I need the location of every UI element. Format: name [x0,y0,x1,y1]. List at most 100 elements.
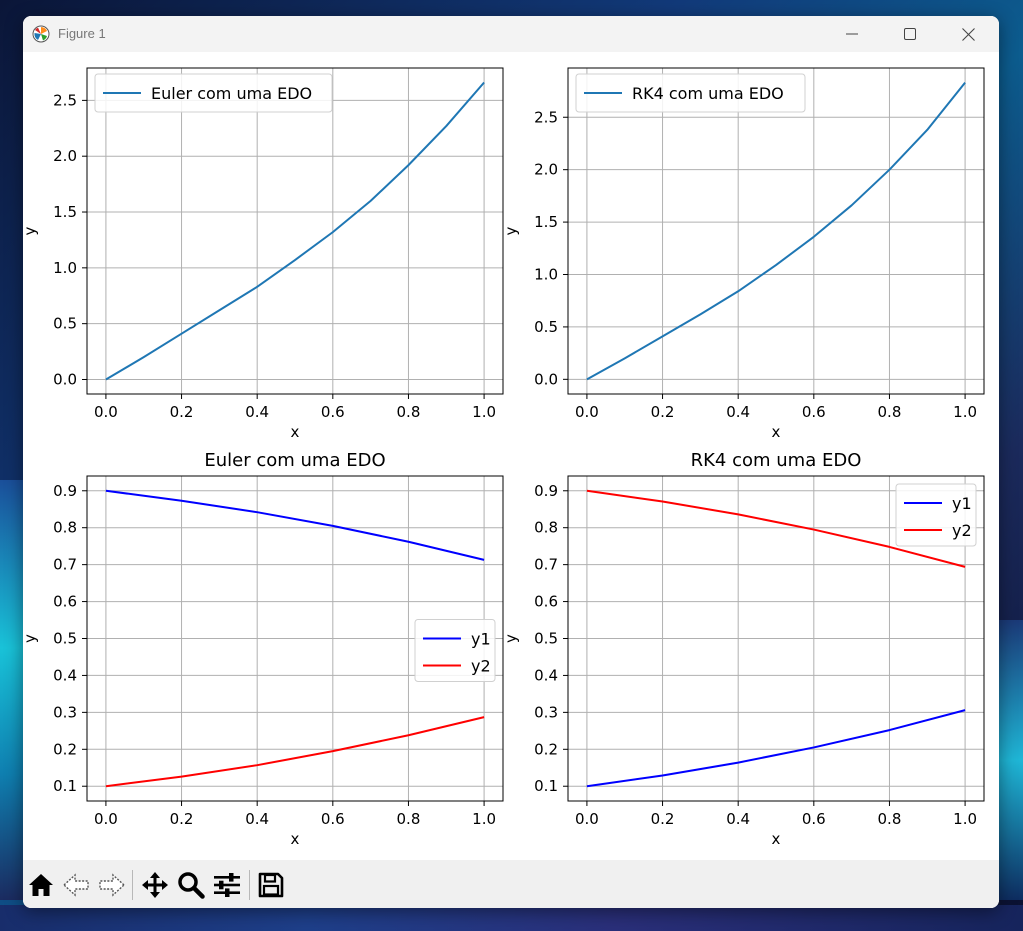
legend-entry: y1 [471,630,491,649]
legend: Euler com uma EDO [94,73,333,113]
y-tick-label: 1.5 [53,203,77,221]
series-line-1 [105,81,485,381]
zoom-icon [178,872,205,899]
title-bar[interactable]: Figure 1 [23,16,999,52]
y-tick-label: 0.5 [534,630,558,648]
legend-entry: y2 [952,521,972,540]
forward-button[interactable] [97,870,127,900]
maximize-button[interactable] [881,16,939,52]
x-tick-label: 0.6 [802,810,826,828]
x-tick-label: 0.0 [575,403,599,421]
series-line-1 [105,489,485,561]
x-tick-label: 0.2 [170,810,194,828]
chart-title: Euler com uma EDO [204,450,385,471]
forward-icon [99,873,126,897]
y-tick-label: 0.7 [53,556,77,574]
matplotlib-logo-icon [32,25,50,43]
legend-entry: Euler com uma EDO [151,84,312,103]
axes-frame [86,67,504,395]
zoom-button[interactable] [176,870,206,900]
navigation-toolbar [23,860,999,908]
minimize-icon [846,33,858,35]
figure-window: Figure 1 0.0 0.2 0.4 0.6 0.8 1.0 0.0 0.5 1.0 1.5 2… [23,16,999,908]
series-line-1 [586,82,966,381]
x-tick-label: 0.0 [94,403,118,421]
x-tick-label: 0.6 [321,810,345,828]
chart-title: RK4 com uma EDO [691,450,862,471]
toolbar-separator [132,870,133,900]
x-tick-label: 0.0 [575,810,599,828]
y-tick-label: 0.5 [53,630,77,648]
subplot-1[interactable]: 0.0 0.2 0.4 0.6 0.8 1.0 0.0 0.5 1.0 1.5 2.0 2.5 x y Eu… [23,67,504,441]
y-tick-label: 0.0 [53,370,77,388]
x-tick-label: 0.2 [170,403,194,421]
close-icon [961,27,975,41]
y-axis-label: y [23,634,39,643]
x-tick-label: 0.8 [397,403,421,421]
y-tick-label: 0.9 [53,482,77,500]
series-line-1 [586,709,966,788]
legend-box [94,73,333,113]
series-line-2 [586,489,966,568]
y-tick-label: 0.2 [534,740,558,758]
x-tick-label: 0.4 [245,810,269,828]
y-axis-label: y [502,634,520,643]
x-tick-label: 1.0 [953,403,977,421]
toolbar-separator [249,870,250,900]
x-axis-label: x [772,423,781,441]
axes-frame [567,67,985,395]
y-tick-label: 0.3 [534,703,558,721]
y-tick-label: 0.4 [534,666,558,684]
y-tick-label: 2.5 [534,108,558,126]
legend-box [575,73,806,113]
x-axis-label: x [772,830,781,848]
legend-entry: y2 [471,657,491,676]
back-icon [62,873,89,897]
desktop-wallpaper-bottom [0,905,1023,931]
subplot-3[interactable]: 0.0 0.2 0.4 0.6 0.8 1.0 0.1 0.2 0.3 0.4 0.5 0.6 0.7 0… [23,450,504,848]
subplot-2[interactable]: 0.0 0.2 0.4 0.6 0.8 1.0 0.0 0.5 1.0 1.5 2.0 2.5 x y RK… [502,67,985,441]
close-button[interactable] [939,16,997,52]
x-tick-label: 1.0 [472,403,496,421]
legend-entry: RK4 com uma EDO [632,84,784,103]
y-tick-label: 0.6 [534,593,558,611]
y-tick-label: 0.7 [534,556,558,574]
minimize-button[interactable] [823,16,881,52]
home-icon [29,874,53,896]
y-tick-label: 0.9 [534,482,558,500]
y-tick-label: 1.0 [534,266,558,284]
y-tick-label: 0.5 [534,318,558,336]
configure-subplots-icon [214,873,240,897]
y-tick-label: 1.5 [534,213,558,231]
subplot-4[interactable]: 0.0 0.2 0.4 0.6 0.8 1.0 0.1 0.2 0.3 0.4 0.5 0.6 0.7 0… [502,450,985,848]
y-tick-label: 0.2 [53,740,77,758]
x-tick-label: 0.0 [94,810,118,828]
y-tick-label: 0.5 [53,315,77,333]
figure-canvas[interactable]: 0.0 0.2 0.4 0.6 0.8 1.0 0.0 0.5 1.0 1.5 2.0 2.5 x y Eu… [23,52,999,860]
x-tick-label: 0.2 [651,810,675,828]
x-axis-label: x [291,423,300,441]
x-tick-label: 1.0 [472,810,496,828]
pan-button[interactable] [140,870,170,900]
x-tick-label: 0.6 [321,403,345,421]
y-tick-label: 0.4 [53,666,77,684]
y-axis-label: y [23,226,39,235]
y-tick-label: 0.0 [534,370,558,388]
y-tick-label: 0.1 [534,777,558,795]
y-tick-label: 0.3 [53,703,77,721]
x-tick-label: 0.4 [726,810,750,828]
figure-svg[interactable]: 0.0 0.2 0.4 0.6 0.8 1.0 0.0 0.5 1.0 1.5 2.0 2.5 x y Eu… [23,52,999,860]
x-tick-label: 0.8 [878,810,902,828]
back-button[interactable] [61,870,91,900]
maximize-icon [904,28,916,40]
y-tick-label: 0.6 [53,593,77,611]
pan-icon [142,872,168,898]
save-button[interactable] [256,870,286,900]
axes-frame [86,475,504,802]
y-tick-label: 2.0 [534,161,558,179]
y-axis-label: y [502,226,520,235]
home-button[interactable] [26,870,56,900]
configure-subplots-button[interactable] [212,870,242,900]
